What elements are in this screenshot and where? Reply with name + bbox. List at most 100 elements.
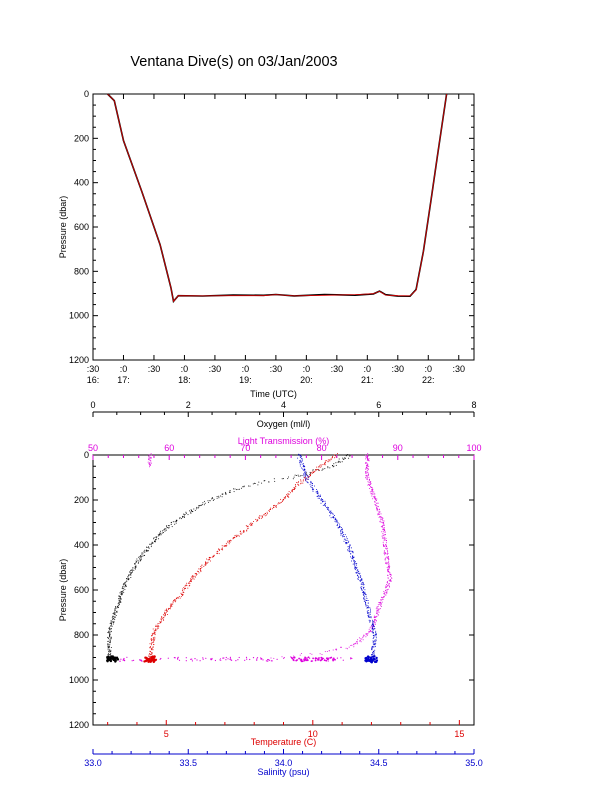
light-transmission-bottom-point bbox=[342, 659, 344, 661]
oxygen-point bbox=[130, 577, 132, 578]
temperature-point bbox=[327, 459, 329, 461]
salinity-point bbox=[357, 569, 359, 571]
salinity-point bbox=[346, 542, 348, 544]
light_transmission-point bbox=[387, 568, 389, 570]
temperature-point bbox=[294, 487, 296, 489]
light_transmission-point bbox=[387, 557, 389, 559]
salinity-point bbox=[321, 499, 323, 501]
oxygen-point bbox=[208, 501, 210, 503]
salinity-point bbox=[352, 563, 354, 565]
salinity-point bbox=[337, 522, 339, 524]
oxygen-point bbox=[110, 620, 112, 622]
salinity-tick-label: 34.5 bbox=[370, 758, 388, 768]
oxygen-point bbox=[111, 622, 113, 624]
light_transmission-point bbox=[380, 605, 382, 607]
light-transmission-bottom-point bbox=[185, 657, 187, 659]
light_transmission-point bbox=[365, 477, 366, 479]
light_transmission-point bbox=[367, 455, 369, 457]
temperature-point bbox=[302, 482, 304, 484]
light-transmission-tick-label: 90 bbox=[393, 443, 403, 453]
light_transmission-point bbox=[384, 592, 386, 594]
light_transmission-point bbox=[384, 591, 386, 593]
oxygen-point bbox=[135, 561, 137, 563]
temperature-point bbox=[200, 570, 202, 572]
light-transmission-bottom-point bbox=[225, 659, 227, 661]
light_transmission-point bbox=[365, 473, 367, 475]
oxygen-end-cluster bbox=[110, 657, 113, 660]
temperature-point bbox=[173, 599, 174, 601]
oxygen-point bbox=[312, 469, 314, 471]
light-transmission-bottom-point bbox=[298, 657, 300, 660]
temperature-point bbox=[189, 583, 191, 585]
oxygen-point bbox=[110, 649, 112, 651]
temperature-point bbox=[298, 481, 299, 483]
oxygen-point bbox=[179, 517, 181, 519]
light-transmission-bottom-point bbox=[321, 657, 324, 660]
temperature-point bbox=[239, 531, 241, 533]
light_transmission-point bbox=[386, 582, 388, 583]
temperature-end-cluster bbox=[146, 659, 149, 662]
light_transmission-point bbox=[387, 574, 389, 576]
salinity-point bbox=[349, 546, 351, 548]
light_transmission-point bbox=[365, 457, 367, 459]
light_transmission-point bbox=[388, 583, 390, 585]
temperature-point bbox=[330, 459, 332, 461]
temperature-point bbox=[152, 649, 154, 651]
temperature-point bbox=[324, 462, 326, 464]
light_transmission-point bbox=[366, 470, 368, 472]
oxygen-point bbox=[144, 551, 146, 553]
oxygen-point bbox=[109, 622, 111, 624]
oxygen-point bbox=[154, 540, 156, 541]
temperature-point bbox=[205, 564, 207, 566]
light-transmission-bottom-point bbox=[123, 657, 125, 660]
temperature-point bbox=[259, 517, 261, 519]
temperature-point bbox=[157, 626, 159, 628]
oxygen-point bbox=[125, 585, 127, 587]
light_transmission-point bbox=[358, 637, 360, 639]
temperature-point bbox=[235, 534, 237, 536]
salinity-point bbox=[302, 468, 304, 470]
light_transmission-point bbox=[375, 505, 377, 507]
salinity-point bbox=[351, 547, 352, 549]
oxygen-point bbox=[114, 619, 116, 621]
light_transmission-point bbox=[384, 534, 386, 536]
temperature-point bbox=[150, 654, 152, 656]
oxygen-point bbox=[309, 473, 311, 475]
salinity-point bbox=[334, 515, 335, 516]
light_transmission-point bbox=[386, 563, 388, 565]
light-transmission-bottom-point bbox=[160, 657, 162, 660]
temperature-point bbox=[280, 502, 282, 504]
temperature-point bbox=[183, 587, 185, 588]
x-tick-label: :30 bbox=[331, 364, 344, 374]
salinity-point bbox=[310, 482, 312, 484]
light_transmission-point bbox=[390, 580, 392, 582]
salinity-end-cluster bbox=[370, 661, 373, 664]
salinity-point bbox=[315, 491, 317, 493]
temperature-point bbox=[297, 482, 299, 484]
temperature-tick-label: 5 bbox=[164, 729, 169, 739]
salinity-point bbox=[306, 481, 308, 483]
light-transmission-bottom-point bbox=[306, 657, 308, 659]
light_transmission-point bbox=[381, 535, 383, 537]
oxygen-point bbox=[111, 625, 113, 627]
light_transmission-point bbox=[379, 603, 381, 605]
oxygen-point bbox=[298, 475, 300, 477]
oxygen-point bbox=[109, 628, 111, 630]
light_transmission-point bbox=[382, 529, 384, 531]
oxygen-point bbox=[109, 654, 111, 656]
light-transmission-bottom-point bbox=[325, 659, 328, 662]
light-transmission-bottom-point bbox=[225, 656, 227, 659]
y-tick-label: 1000 bbox=[69, 675, 89, 685]
temperature-point bbox=[227, 541, 229, 543]
light-transmission-bottom-point bbox=[310, 660, 313, 662]
temperature-point bbox=[169, 604, 171, 606]
salinity-point bbox=[316, 489, 318, 490]
oxygen-point bbox=[112, 621, 114, 623]
light-transmission-bottom-point bbox=[194, 658, 196, 660]
oxygen-point bbox=[108, 652, 109, 654]
temperature-point bbox=[148, 656, 150, 658]
x-tick-label: :30 bbox=[148, 364, 161, 374]
temperature-point bbox=[161, 620, 163, 622]
salinity-point bbox=[371, 624, 373, 626]
salinity-point bbox=[374, 646, 376, 648]
